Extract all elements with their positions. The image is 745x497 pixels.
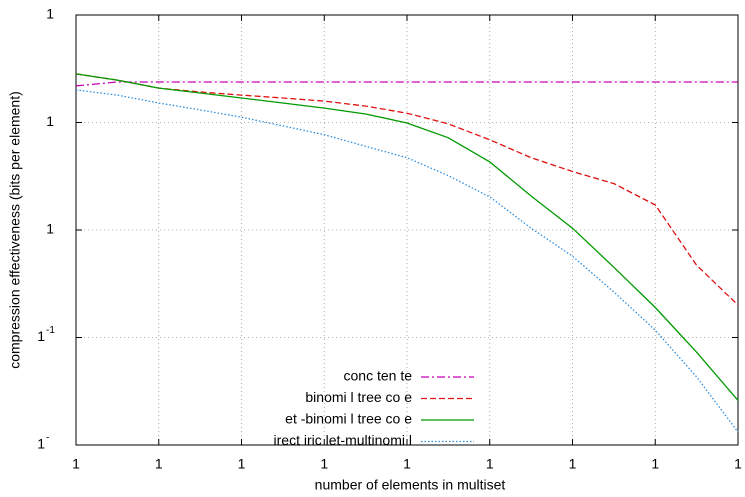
y-tick-label: 1 bbox=[46, 113, 54, 129]
series-line bbox=[75, 81, 738, 87]
x-tick-label: 1 bbox=[734, 456, 742, 472]
legend-label: conc ten te bbox=[344, 368, 413, 384]
x-tick-label: 1 bbox=[72, 456, 80, 472]
legend-label: et -binomi l tree co e bbox=[285, 411, 412, 427]
y-tick-label: 1 bbox=[46, 221, 54, 237]
series-line bbox=[75, 73, 739, 306]
x-axis-label: number of elements in multiset bbox=[315, 477, 506, 493]
series-line bbox=[75, 73, 739, 401]
y-tick-label: 1 bbox=[46, 6, 54, 22]
y-tick-label: 1 bbox=[37, 328, 45, 344]
legend-label: irect iric let-multinomi l bbox=[274, 432, 412, 448]
x-tick-label: 1 bbox=[155, 456, 163, 472]
x-tick-label: 1 bbox=[651, 456, 659, 472]
legend-label: binomi l tree co e bbox=[305, 389, 412, 405]
x-tick-label: 1 bbox=[238, 456, 246, 472]
x-tick-label: 1 bbox=[569, 456, 577, 472]
y-tick-exponent: -1 bbox=[46, 325, 55, 336]
x-tick-label: 1 bbox=[403, 456, 411, 472]
x-tick-label: 1 bbox=[486, 456, 494, 472]
y-axis-label: compression effectiveness (bits per elem… bbox=[7, 91, 23, 369]
y-tick-exponent: - bbox=[46, 433, 49, 444]
y-tick-label: 1 bbox=[37, 436, 45, 452]
x-tick-label: 1 bbox=[320, 456, 328, 472]
plot-frame bbox=[75, 14, 739, 446]
